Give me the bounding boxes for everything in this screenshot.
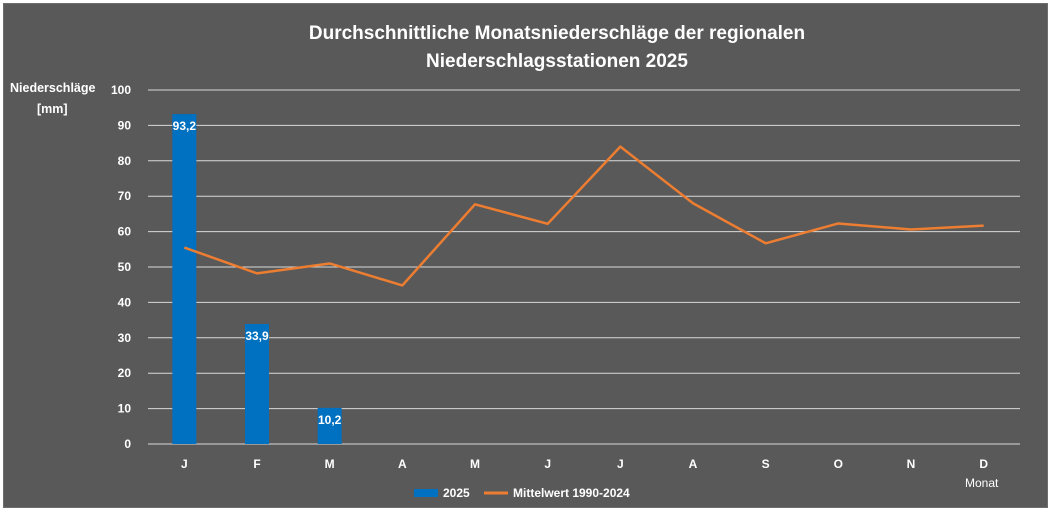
y-tick-label: 70 — [118, 189, 132, 203]
x-tick-label: O — [834, 457, 843, 471]
chart-title-line1: Durchschnittliche Monatsniederschläge de… — [309, 23, 805, 44]
x-tick-label: J — [617, 457, 624, 471]
bar-M — [317, 407, 342, 444]
y-tick-label: 50 — [118, 260, 132, 274]
bar-F — [245, 323, 269, 444]
y-tick-label: 10 — [118, 402, 132, 416]
y-tick-label: 100 — [111, 83, 131, 97]
legend-label-bar: 2025 — [443, 486, 470, 500]
x-tick-label: M — [325, 457, 335, 471]
bar-data-label: 10,2 — [318, 413, 342, 427]
legend: 2025 Mittelwert 1990-2024 — [414, 486, 630, 500]
x-tick-label: M — [470, 457, 480, 471]
y-tick-labels: 0 10 20 30 40 50 60 70 80 90 100 — [111, 83, 131, 451]
y-axis-label-line2: [mm] — [37, 102, 68, 116]
y-tick-label: 0 — [124, 437, 131, 451]
x-tick-label: J — [544, 457, 551, 471]
gridlines — [148, 89, 1020, 445]
legend-label-line: Mittelwert 1990-2024 — [513, 486, 630, 500]
data-labels: 93,2 33,9 10,2 — [173, 119, 342, 427]
bar-data-label: 33,9 — [245, 329, 269, 343]
y-tick-label: 30 — [118, 331, 132, 345]
y-tick-label: 40 — [118, 295, 132, 309]
bar-J — [172, 114, 197, 445]
y-tick-label: 20 — [118, 366, 132, 380]
legend-swatch-bar — [414, 489, 438, 497]
y-axis-label-line1: Niederschläge — [10, 81, 96, 95]
x-tick-label: J — [181, 457, 188, 471]
x-axis-label: Monat — [965, 476, 999, 490]
y-tick-label: 90 — [118, 118, 132, 132]
line-mittelwert — [183, 145, 984, 287]
x-tick-label: A — [398, 457, 407, 471]
x-tick-label: A — [689, 457, 698, 471]
x-tick-label: D — [979, 457, 988, 471]
chart-title-line2: Niederschlagsstationen 2025 — [426, 51, 688, 72]
x-tick-label: N — [907, 457, 916, 471]
bar-series — [172, 114, 342, 445]
line-series — [183, 145, 984, 287]
x-tick-label: F — [253, 457, 260, 471]
chart-area: Durchschnittliche Monatsniederschläge de… — [3, 3, 1048, 508]
y-tick-label: 80 — [118, 154, 132, 168]
x-tick-label: S — [762, 457, 770, 471]
bar-data-label: 93,2 — [173, 119, 197, 133]
chart-svg: Durchschnittliche Monatsniederschläge de… — [10, 23, 1020, 500]
y-tick-label: 60 — [118, 225, 132, 239]
